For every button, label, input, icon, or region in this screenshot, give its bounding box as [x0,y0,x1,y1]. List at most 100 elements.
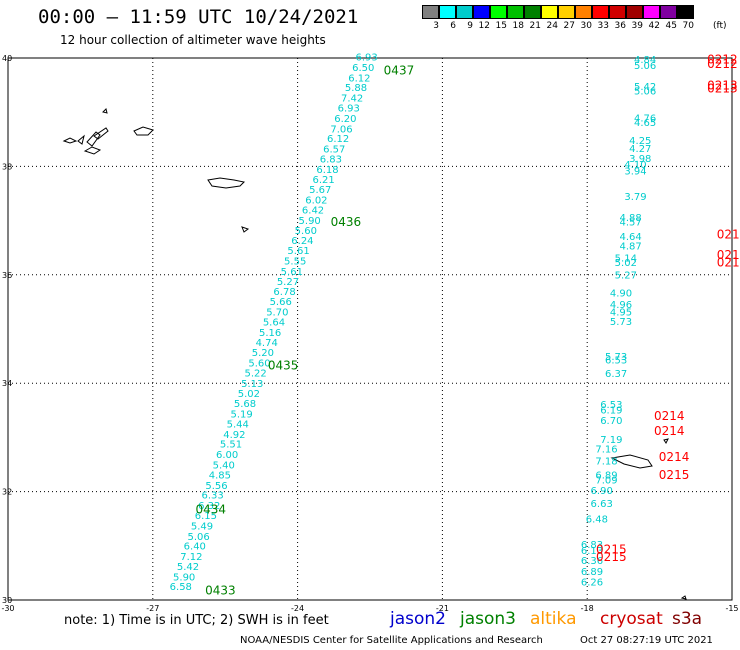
wave-height-label: 5.70 [266,307,288,318]
wave-height-label: 7.12 [180,552,202,563]
color-scale-label: 33 [597,21,609,31]
wave-height-label: 3.94 [624,167,646,178]
color-swatch [473,5,490,19]
color-swatch [439,5,456,19]
wave-height-label: 5.67 [309,185,331,196]
wave-height-label: 6.58 [170,582,192,593]
color-swatch [677,5,694,19]
pass-time-label: 0214 [717,248,740,262]
color-swatch [643,5,660,19]
color-scale-label: 18 [512,21,524,31]
island-outline [77,134,85,145]
color-swatch [609,5,626,19]
y-tick-label: 36 [2,271,12,280]
legend-item-s3a: s3a [672,609,703,629]
wave-height-label: 5.60 [248,358,270,369]
wave-height-label: 6.12 [348,73,370,84]
map-note: note: 1) Time is in UTC; 2) SWH is in fe… [64,613,329,628]
y-tick-label: 32 [2,488,12,497]
pass-time-label: 0213 [707,78,738,92]
wave-height-label: 4.92 [223,430,245,441]
pass-time-label: 0436 [331,215,362,229]
island-outline [133,126,154,136]
wave-height-label: 6.26 [581,577,603,588]
color-swatch [422,5,439,19]
wave-height-label: 5.06 [634,61,656,72]
wave-height-label: 5.68 [234,399,256,410]
wave-height-label: 6.32 [198,501,220,512]
wave-height-label: 6.13 [581,546,603,557]
pass-time-label: 0213 [707,82,738,96]
pass-time-label: 0214 [717,256,740,270]
wave-height-label: 6.12 [327,134,349,145]
pass-time-label: 0215 [596,542,627,556]
wave-height-label: 6.42 [302,206,324,217]
wave-height-label: 6.18 [316,165,338,176]
x-tick-label: -27 [146,604,159,613]
wave-height-label: 4.65 [634,118,656,129]
wave-height-label: 5.40 [213,460,235,471]
y-tick-label: 34 [2,379,12,388]
color-scale-label: 27 [563,21,575,31]
island-outline [207,177,246,189]
wave-height-label: 6.63 [591,499,613,510]
pass-time-label: 0435 [268,359,299,373]
wave-height-label: 6.78 [273,287,295,298]
wave-height-label: 6.48 [586,514,608,525]
wave-height-label: 6.20 [334,114,356,125]
island-outline [62,137,78,144]
pass-time-label: 0215 [659,468,690,482]
color-scale-label: 24 [546,21,558,31]
wave-height-label: 6.33 [202,491,224,502]
wave-height-label: 4.95 [610,307,632,318]
wave-height-label: 6.37 [605,369,627,380]
island-outline [680,595,687,600]
footer-date: Oct 27 08:27:19 UTC 2021 [580,635,713,646]
wave-height-label: 5.44 [227,420,249,431]
x-tick-label: -18 [581,604,594,613]
wave-height-label: 7.09 [595,475,617,486]
wave-height-label: 7.42 [341,93,363,104]
wave-height-label: 6.93 [355,53,377,64]
color-swatch [456,5,473,19]
x-tick-label: -15 [725,604,738,613]
color-swatch [575,5,592,19]
color-scale-label: 42 [648,21,660,31]
color-swatch [626,5,643,19]
wave-height-label: 3.79 [624,192,646,203]
wave-height-label: 5.42 [634,82,656,93]
y-tick-label: 30 [2,596,12,605]
wave-height-label: 6.53 [600,400,622,411]
color-scale-label: 45 [665,21,677,31]
wave-height-label: 6.83 [320,155,342,166]
wave-height-label: 5.27 [615,271,637,282]
island-outline [663,438,669,444]
wave-height-label: 6.53 [605,356,627,367]
color-swatch [558,5,575,19]
island-outline [93,127,109,140]
wave-height-label: 5.27 [277,277,299,288]
wave-height-label: 5.49 [191,522,213,533]
wave-height-label: 5.88 [345,83,367,94]
wave-height-label: 4.87 [620,241,642,252]
island-outline [610,454,653,469]
color-scale-label: 36 [614,21,626,31]
wave-height-label: 5.16 [259,328,281,339]
wave-height-label: 4.96 [610,300,632,311]
wave-height-label: 5.13 [241,379,263,390]
color-scale-label: 12 [478,21,490,31]
wave-height-label: 6.89 [595,471,617,482]
pass-time-label: 0434 [195,502,226,516]
wave-height-label: 4.85 [209,471,231,482]
color-swatch [490,5,507,19]
island-outline [86,131,101,147]
wave-height-label: 6.19 [600,406,622,417]
pass-time-label: 0212 [707,52,738,66]
wave-height-label: 6.83 [581,540,603,551]
pass-time-label: 0214 [659,450,690,464]
wave-height-label: 5.61 [281,267,303,278]
color-swatch [524,5,541,19]
pass-time-label: 0213 [717,227,740,241]
wave-height-label: 5.42 [177,562,199,573]
